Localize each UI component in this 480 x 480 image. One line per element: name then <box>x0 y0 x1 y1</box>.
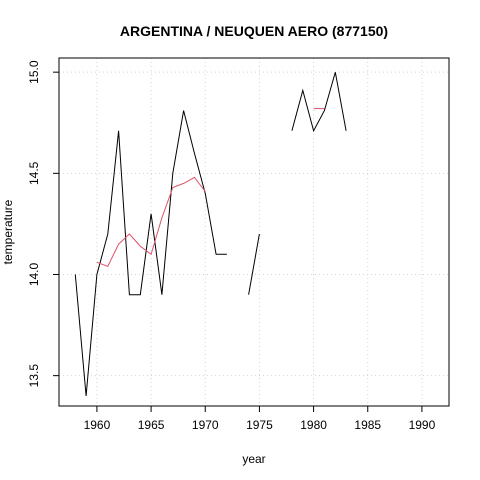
y-axis: 13.5 14.0 14.5 15.0 <box>27 60 59 387</box>
annual-line-segment-2 <box>291 72 347 133</box>
plot-frame <box>58 57 450 407</box>
x-tick-label-5: 1985 <box>354 418 381 432</box>
annual-line-segment-0 <box>74 110 227 396</box>
y-tick-label-0: 13.5 <box>27 364 41 388</box>
grid-lines <box>59 58 449 406</box>
annual-line-segment-1 <box>248 233 260 295</box>
x-tick-label-0: 1960 <box>84 418 111 432</box>
x-axis-label: year <box>242 452 265 466</box>
series-lines <box>74 72 347 396</box>
smoothed-line-segment-0 <box>96 176 206 268</box>
x-tick-label-6: 1990 <box>409 418 436 432</box>
chart-title: ARGENTINA / NEUQUEN AERO (877150) <box>120 23 388 39</box>
x-axis: 1960 1965 1970 1975 1980 1985 1990 <box>84 406 436 432</box>
y-tick-label-1: 14.0 <box>27 262 41 286</box>
x-tick-label-4: 1980 <box>300 418 327 432</box>
x-tick-label-3: 1975 <box>246 418 273 432</box>
y-axis-label: temperature <box>1 199 15 264</box>
x-tick-label-2: 1970 <box>192 418 219 432</box>
y-tick-label-3: 15.0 <box>27 60 41 84</box>
y-tick-label-2: 14.5 <box>27 161 41 185</box>
x-tick-label-1: 1965 <box>138 418 165 432</box>
